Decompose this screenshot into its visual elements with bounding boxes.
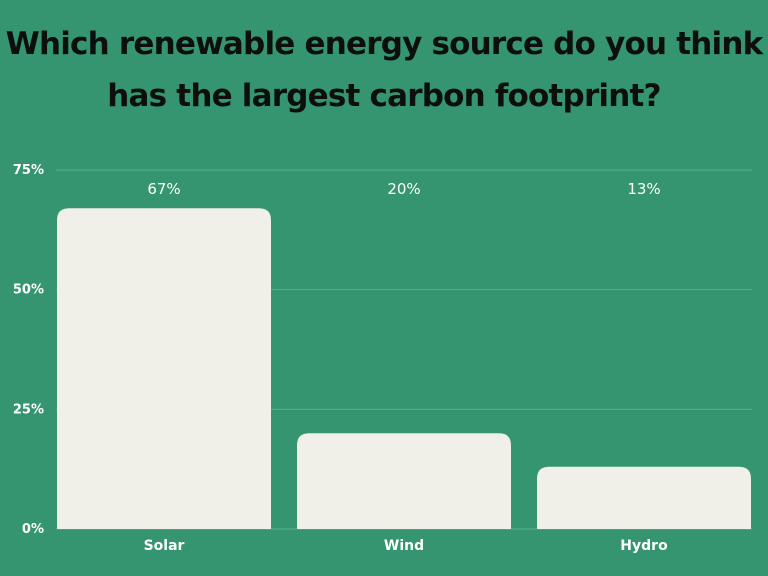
data-labels: 67% 20% 13% — [147, 180, 660, 198]
chart-title: Which renewable energy source do you thi… — [0, 18, 768, 122]
y-tick-label: 50% — [13, 283, 44, 298]
chart-title-line-2: has the largest carbon footprint? — [107, 78, 661, 114]
x-tick-label-wind: Wind — [384, 538, 424, 554]
data-label-solar: 67% — [147, 180, 180, 198]
data-label-wind: 20% — [387, 180, 420, 198]
chart-title-line-1: Which renewable energy source do you thi… — [5, 26, 764, 62]
bar-solar — [57, 208, 271, 529]
bar-wind — [297, 433, 511, 529]
bar-hydro — [537, 466, 751, 529]
x-axis-labels: Solar Wind Hydro — [144, 538, 669, 554]
bars — [57, 208, 751, 529]
y-axis-ticks: 75% 50% 25% 0% — [13, 163, 44, 537]
x-tick-label-hydro: Hydro — [620, 538, 668, 554]
x-tick-label-solar: Solar — [144, 538, 185, 554]
y-tick-label: 75% — [13, 163, 44, 178]
y-tick-label: 25% — [13, 402, 44, 417]
data-label-hydro: 13% — [627, 180, 660, 198]
y-tick-label: 0% — [22, 522, 44, 537]
